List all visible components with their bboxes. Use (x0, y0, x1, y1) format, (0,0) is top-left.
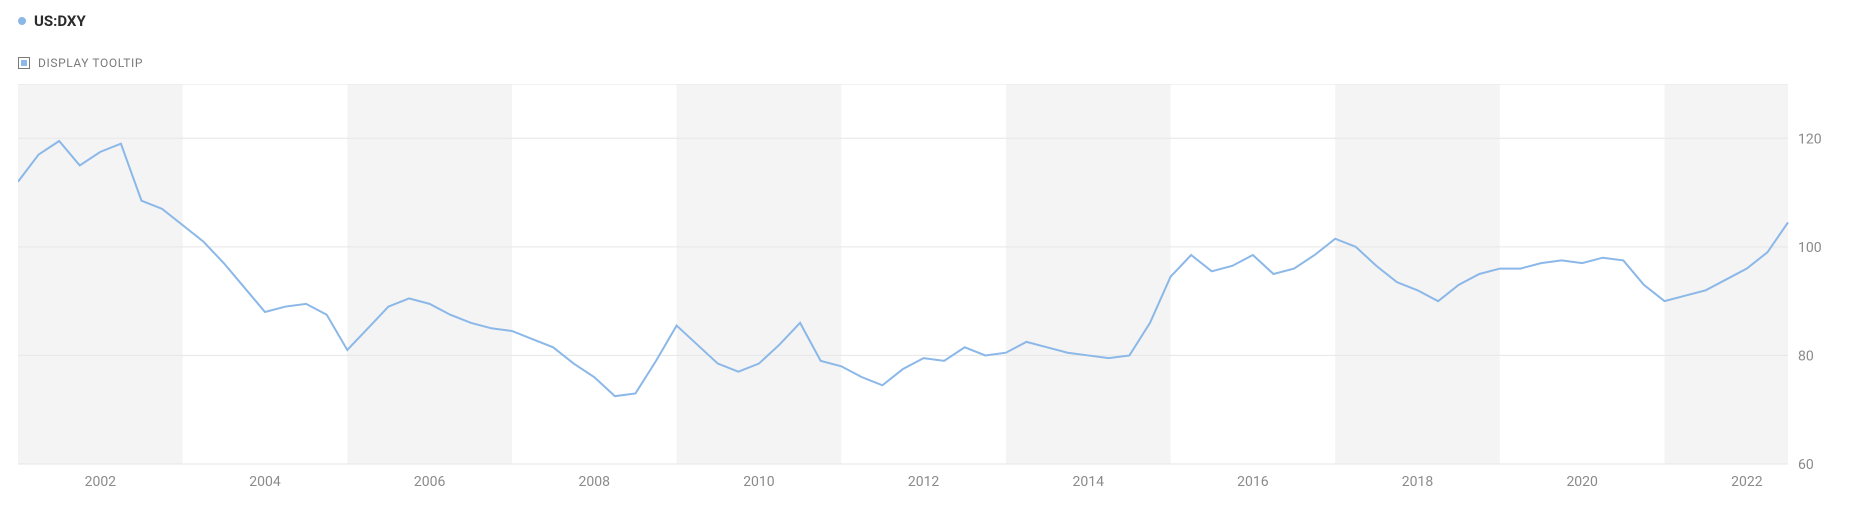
svg-text:2002: 2002 (85, 474, 117, 490)
svg-text:100: 100 (1798, 240, 1822, 256)
svg-text:120: 120 (1798, 131, 1822, 147)
svg-text:2016: 2016 (1237, 474, 1269, 490)
legend-bullet-icon (18, 17, 26, 25)
legend-label: US:DXY (34, 12, 86, 30)
svg-text:2006: 2006 (414, 474, 446, 490)
legend: US:DXY (18, 12, 86, 30)
svg-text:2022: 2022 (1731, 474, 1763, 490)
svg-text:2012: 2012 (908, 474, 940, 490)
display-tooltip-toggle[interactable]: DISPLAY TOOLTIP (18, 56, 143, 70)
chart-svg: 60 80 100 120 2002 2004 2006 2008 2010 2012 2014 20… (18, 84, 1834, 500)
svg-text:2010: 2010 (743, 474, 775, 490)
svg-text:80: 80 (1798, 348, 1814, 364)
checkbox-icon (18, 57, 30, 69)
chart-plot-area[interactable]: 60 80 100 120 2002 2004 2006 2008 2010 2012 2014 20… (18, 84, 1834, 500)
svg-text:2020: 2020 (1566, 474, 1598, 490)
svg-text:60: 60 (1798, 457, 1814, 473)
svg-text:2018: 2018 (1402, 474, 1434, 490)
tooltip-toggle-label: DISPLAY TOOLTIP (38, 56, 143, 70)
svg-text:2008: 2008 (579, 474, 611, 490)
svg-text:2014: 2014 (1072, 474, 1104, 490)
chart-container: US:DXY DISPLAY TOOLTIP 60 80 100 120 2002 200… (0, 0, 1868, 520)
svg-text:2004: 2004 (249, 474, 281, 490)
